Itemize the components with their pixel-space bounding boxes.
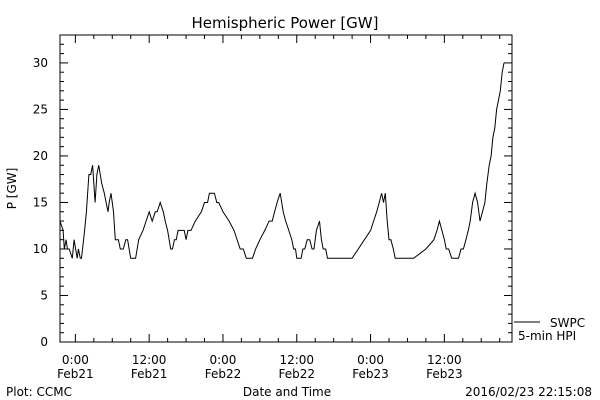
x-axis-label: Date and Time [243,385,331,399]
x-tick-time-label: 0:00 [209,353,236,367]
y-tick-label: 5 [40,288,48,302]
x-tick-time-label: 0:00 [357,353,384,367]
footer-timestamp: 2016/02/23 22:15:08 [465,385,592,399]
legend-label-5min-hpi: 5-min HPI [518,329,576,343]
x-tick-date-label: Feb23 [352,367,389,381]
footer-plot-credit: Plot: CCMC [6,385,72,399]
y-tick-label: 25 [33,102,48,116]
x-axis-ticks: 0:00Feb2112:00Feb210:00Feb2212:00Feb220:… [57,35,501,381]
chart-title: Hemispheric Power [GW] [192,14,379,32]
y-tick-label: 0 [40,335,48,349]
y-tick-label: 30 [33,56,48,70]
series-line-5min-hpi [59,62,505,259]
x-tick-date-label: Feb22 [205,367,242,381]
y-tick-label: 20 [33,149,48,163]
x-tick-date-label: Feb22 [279,367,316,381]
y-tick-label: 10 [33,242,48,256]
legend-label-swpc: SWPC [550,316,585,330]
x-tick-time-label: 12:00 [279,353,314,367]
y-axis-label: P [GW] [5,168,19,210]
x-tick-time-label: 12:00 [132,353,167,367]
x-tick-date-label: Feb21 [57,367,94,381]
plot-frame [59,34,513,343]
x-tick-time-label: 0:00 [62,353,89,367]
x-tick-date-label: Feb23 [426,367,463,381]
y-axis-ticks: 0 5 10 15 20 25 30 [33,34,512,349]
x-tick-time-label: 12:00 [427,353,462,367]
x-tick-date-label: Feb21 [131,367,168,381]
y-tick-label: 15 [33,195,48,209]
